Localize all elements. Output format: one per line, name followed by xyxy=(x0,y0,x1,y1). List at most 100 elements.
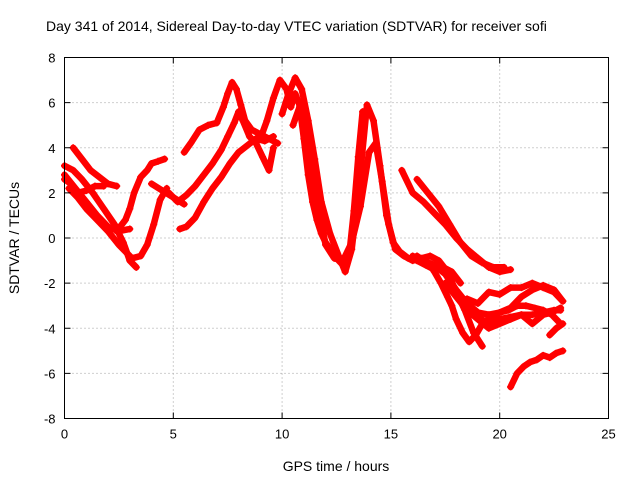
data-point xyxy=(269,144,277,152)
data-point xyxy=(378,178,386,186)
data-point xyxy=(121,216,129,224)
data-point xyxy=(182,191,190,199)
data-point xyxy=(531,304,539,312)
data-point xyxy=(93,216,101,224)
data-point xyxy=(496,315,504,323)
grid xyxy=(64,57,609,419)
data-point xyxy=(126,225,134,233)
series-arc-e xyxy=(69,144,121,190)
data-point xyxy=(219,103,227,111)
data-point xyxy=(507,313,515,321)
data-point xyxy=(235,148,243,156)
data-point xyxy=(478,259,486,267)
data-point xyxy=(78,175,86,183)
data-point xyxy=(259,153,267,161)
data-point xyxy=(128,254,136,262)
data-point xyxy=(298,85,306,93)
data-point xyxy=(489,263,497,271)
data-point xyxy=(174,198,182,206)
data-point xyxy=(533,356,541,364)
data-point xyxy=(176,225,184,233)
series-arc-o xyxy=(413,175,508,271)
data-point xyxy=(148,160,156,168)
data-point xyxy=(315,207,323,215)
data-point xyxy=(385,220,393,228)
data-point xyxy=(241,117,249,125)
data-point xyxy=(507,284,515,292)
x-tick-label: 5 xyxy=(170,427,177,442)
data-point xyxy=(520,363,528,371)
data-point xyxy=(398,166,406,174)
chart-title: Day 341 of 2014, Sidereal Day-to-day VTE… xyxy=(46,18,547,34)
data-point xyxy=(507,266,515,274)
data-point xyxy=(89,189,97,197)
data-point xyxy=(161,155,169,163)
data-point xyxy=(446,220,454,228)
y-tick-label: -4 xyxy=(44,321,56,336)
data-point xyxy=(291,74,299,82)
y-tick-label: -8 xyxy=(44,412,56,427)
data-point xyxy=(208,160,216,168)
series-track xyxy=(165,108,277,206)
data-point xyxy=(424,189,432,197)
data-point xyxy=(413,175,421,183)
data-point xyxy=(409,189,417,197)
data-point xyxy=(274,139,282,147)
data-point xyxy=(200,171,208,179)
data-point xyxy=(165,189,173,197)
data-point xyxy=(548,308,556,316)
data-point xyxy=(132,263,140,271)
data-point xyxy=(459,329,467,337)
data-point xyxy=(528,286,536,294)
data-point xyxy=(330,254,338,262)
data-point xyxy=(341,268,349,276)
data-point xyxy=(180,200,188,208)
data-point xyxy=(232,85,240,93)
data-point xyxy=(409,252,417,260)
data-point xyxy=(115,241,123,249)
data-point xyxy=(224,132,232,140)
data-point xyxy=(539,311,547,319)
data-point xyxy=(507,383,515,391)
data-point xyxy=(517,284,525,292)
data-point xyxy=(507,304,515,312)
data-point xyxy=(191,182,199,190)
data-point xyxy=(182,223,190,231)
data-point xyxy=(430,261,438,269)
series-arc-d xyxy=(65,184,171,262)
data-point xyxy=(104,180,112,188)
data-point xyxy=(496,308,504,316)
data-point xyxy=(100,205,108,213)
data-point xyxy=(74,193,82,201)
x-axis-label: GPS time / hours xyxy=(283,458,390,474)
y-tick-label: 2 xyxy=(48,186,55,201)
data-point xyxy=(287,103,295,111)
data-point xyxy=(400,252,408,260)
y-tick-label: 0 xyxy=(48,231,55,246)
data-point xyxy=(276,76,284,84)
data-point xyxy=(420,198,428,206)
data-point xyxy=(528,279,536,287)
data-point xyxy=(269,94,277,102)
data-point xyxy=(441,279,449,287)
data-point xyxy=(113,227,121,235)
data-point xyxy=(326,229,334,237)
data-point xyxy=(191,214,199,222)
data-point xyxy=(457,279,465,287)
data-point xyxy=(435,202,443,210)
data-point xyxy=(78,155,86,163)
data-point xyxy=(474,313,482,321)
data-point xyxy=(559,347,567,355)
data-point xyxy=(154,157,162,165)
data-point xyxy=(265,166,273,174)
data-point xyxy=(208,184,216,192)
data-point xyxy=(430,209,438,217)
data-point xyxy=(143,241,151,249)
data-point xyxy=(158,187,166,195)
data-point xyxy=(369,117,377,125)
data-point xyxy=(485,288,493,296)
data-point xyxy=(143,166,151,174)
data-point xyxy=(420,257,428,265)
data-point xyxy=(500,263,508,271)
data-point xyxy=(285,90,293,98)
